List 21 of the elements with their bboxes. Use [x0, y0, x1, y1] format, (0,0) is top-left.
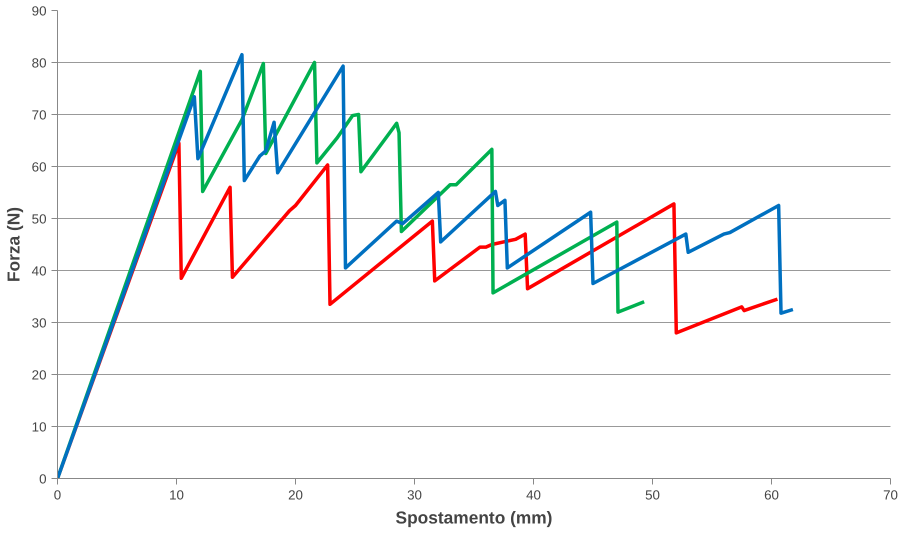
- y-tick-label: 70: [32, 108, 47, 122]
- y-tick-label: 80: [32, 56, 47, 70]
- y-tick-label: 20: [32, 368, 47, 382]
- x-tick-label: 40: [526, 488, 541, 502]
- x-tick-label: 70: [883, 488, 898, 502]
- y-tick-label: 30: [32, 316, 47, 330]
- y-tick-label: 10: [32, 420, 47, 434]
- line-series: [58, 52, 795, 478]
- y-tick-label: 50: [32, 212, 47, 226]
- x-tick-label: 30: [407, 488, 422, 502]
- x-tick-label: 50: [645, 488, 660, 502]
- x-tick-label: 0: [54, 488, 62, 502]
- x-tick-label: 60: [764, 488, 779, 502]
- y-axis-title: Forza (N): [4, 206, 24, 282]
- y-tick-label: 90: [32, 4, 47, 18]
- x-axis-title: Spostamento (mm): [396, 508, 552, 528]
- y-tick-label: 0: [39, 472, 47, 486]
- x-tick-label: 20: [288, 488, 303, 502]
- y-tick-label: 60: [32, 160, 47, 174]
- x-tick-label: 10: [169, 488, 184, 502]
- y-tick-label: 40: [32, 264, 47, 278]
